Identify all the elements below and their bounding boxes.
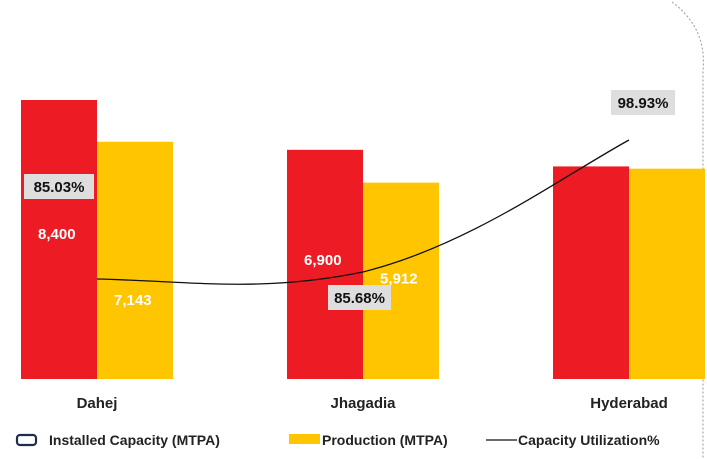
utilization-callout-bg-hyderabad: [611, 90, 675, 115]
category-label-dahej: Dahej: [77, 395, 118, 412]
labels-layer: 8,400 7,143 Dahej 6,900 5,912 Jhagadia 6,400 Hy…: [24, 90, 675, 412]
legend-label-capacity-utilization: Capacity Utilization%: [518, 432, 660, 448]
value-label-jhagadia-production: 5,912: [380, 271, 418, 288]
legend-swatch-installed-capacity: [15, 433, 38, 447]
chart-frame-border: [671, 1, 704, 459]
utilization-callout-bg-jhagadia: [328, 285, 391, 310]
bar-jhagadia-installed-capacity: [287, 149, 363, 379]
value-label-jhagadia-installed-capacity: 6,900: [304, 252, 342, 269]
chart-legend: Installed Capacity (MTPA) Production (MTP…: [15, 432, 660, 448]
utilization-label-dahej: 85.03%: [34, 179, 85, 196]
legend-swatch-production: [289, 434, 320, 444]
utilization-line: [96, 139, 630, 285]
bar-jhagadia-production: [363, 182, 439, 379]
category-label-hyderabad: Hyderabad: [590, 395, 668, 412]
utilization-label-jhagadia: 85.68%: [334, 290, 385, 307]
utilization-callout-bg-dahej: [24, 174, 94, 199]
legend-label-installed-capacity: Installed Capacity (MTPA): [49, 432, 220, 448]
category-label-jhagadia: Jhagadia: [330, 395, 396, 412]
bar-dahej-installed-capacity: [21, 100, 97, 379]
legend-label-production: Production (MTPA): [322, 432, 448, 448]
utilization-label-hyderabad: 98.93%: [618, 95, 669, 112]
bar-hyderabad-installed-capacity: [553, 166, 629, 379]
value-label-hyderabad-installed-capacity: 6,400: [570, 131, 608, 148]
bar-dahej-production: [97, 141, 173, 379]
value-label-dahej-production: 7,143: [114, 292, 152, 309]
bars-layer: [21, 100, 705, 379]
bar-hyderabad-production: [629, 168, 705, 379]
value-label-dahej-installed-capacity: 8,400: [38, 226, 76, 243]
